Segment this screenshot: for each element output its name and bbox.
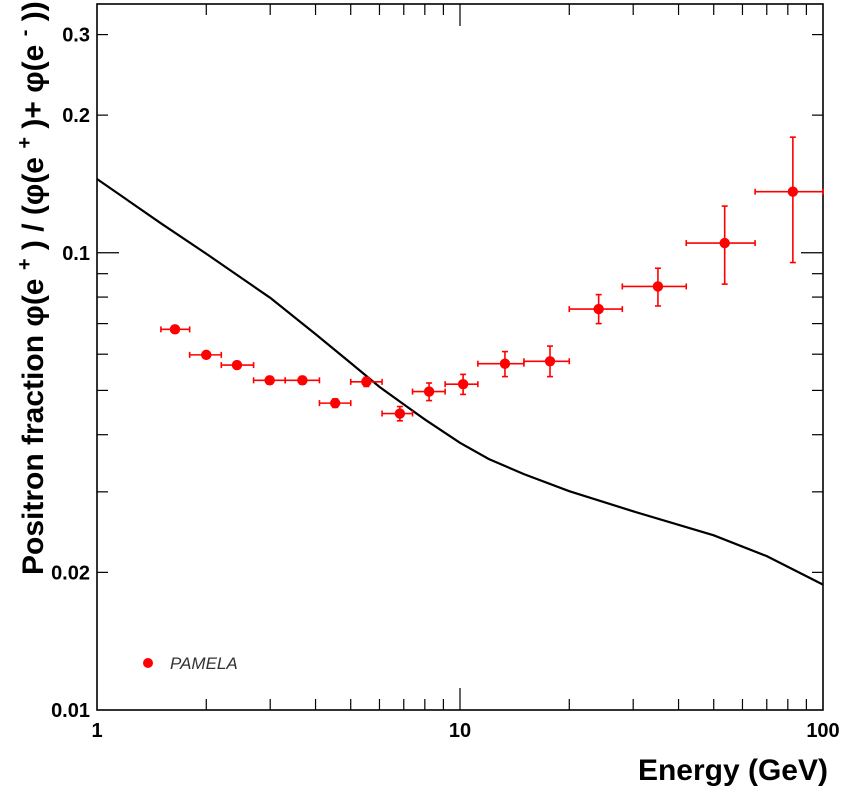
data-marker bbox=[329, 397, 341, 409]
y-tick-label: 0.2 bbox=[62, 105, 90, 127]
data-marker bbox=[423, 386, 435, 397]
data-marker bbox=[544, 356, 556, 367]
data-marker bbox=[394, 408, 406, 419]
data-point bbox=[284, 375, 321, 386]
axis-ticks bbox=[97, 4, 823, 710]
y-axis-formula-sup-1: + bbox=[14, 258, 36, 270]
data-point bbox=[188, 349, 223, 361]
x-tick-labels: 1 10 100 bbox=[91, 720, 839, 742]
legend-label-pamela: PAMELA bbox=[170, 654, 238, 673]
y-axis-formula-4: )) bbox=[17, 1, 50, 21]
data-point bbox=[318, 397, 352, 409]
y-tick-label: 0.01 bbox=[51, 700, 90, 722]
y-tick-label: 0.3 bbox=[62, 25, 90, 47]
data-point bbox=[252, 375, 287, 386]
data-marker bbox=[652, 281, 664, 292]
data-point bbox=[621, 267, 688, 307]
y-axis-title-prefix: Positron fraction bbox=[17, 335, 50, 575]
data-marker bbox=[787, 186, 799, 197]
y-axis-formula-3: )+ φ(e bbox=[17, 45, 50, 129]
legend: PAMELA bbox=[143, 654, 238, 673]
data-point bbox=[444, 373, 479, 396]
y-axis-formula-sup-2: + bbox=[14, 137, 36, 149]
x-tick-label: 10 bbox=[449, 720, 471, 742]
model-curve bbox=[96, 178, 824, 586]
data-marker bbox=[719, 237, 730, 249]
y-axis-title: Positron fraction φ(e + ) / (φ(e + )+ φ(… bbox=[5, 1, 50, 575]
data-marker bbox=[201, 349, 212, 361]
x-tick-label: 1 bbox=[91, 720, 102, 742]
data-point bbox=[523, 345, 571, 378]
data-point bbox=[477, 350, 525, 378]
data-marker bbox=[231, 359, 243, 371]
data-marker bbox=[297, 375, 308, 386]
data-marker bbox=[593, 303, 604, 315]
data-point bbox=[160, 324, 191, 335]
data-point bbox=[411, 382, 446, 402]
data-marker bbox=[499, 358, 511, 369]
x-tick-label: 100 bbox=[806, 720, 839, 742]
legend-marker-pamela bbox=[143, 658, 153, 668]
y-axis-formula-2: ) / (φ(e bbox=[17, 157, 50, 250]
y-axis-formula-1: φ(e bbox=[17, 279, 50, 327]
data-point bbox=[220, 359, 255, 371]
y-axis-formula-sup-3: - bbox=[14, 30, 36, 37]
data-marker bbox=[457, 378, 469, 390]
data-marker bbox=[361, 376, 372, 388]
data-point bbox=[568, 293, 624, 325]
y-tick-label: 0.02 bbox=[51, 562, 90, 584]
data-marker bbox=[169, 324, 181, 335]
data-point bbox=[349, 376, 383, 388]
data-point bbox=[381, 405, 414, 422]
y-tick-label: 0.1 bbox=[62, 243, 90, 265]
y-tick-labels: 0.01 0.02 0.1 0.2 0.3 bbox=[51, 25, 90, 722]
x-axis-title: Energy (GeV) bbox=[638, 754, 828, 787]
data-point bbox=[754, 136, 824, 264]
data-point bbox=[685, 205, 756, 285]
data-marker bbox=[264, 375, 275, 386]
pamela-data-points bbox=[160, 136, 824, 422]
